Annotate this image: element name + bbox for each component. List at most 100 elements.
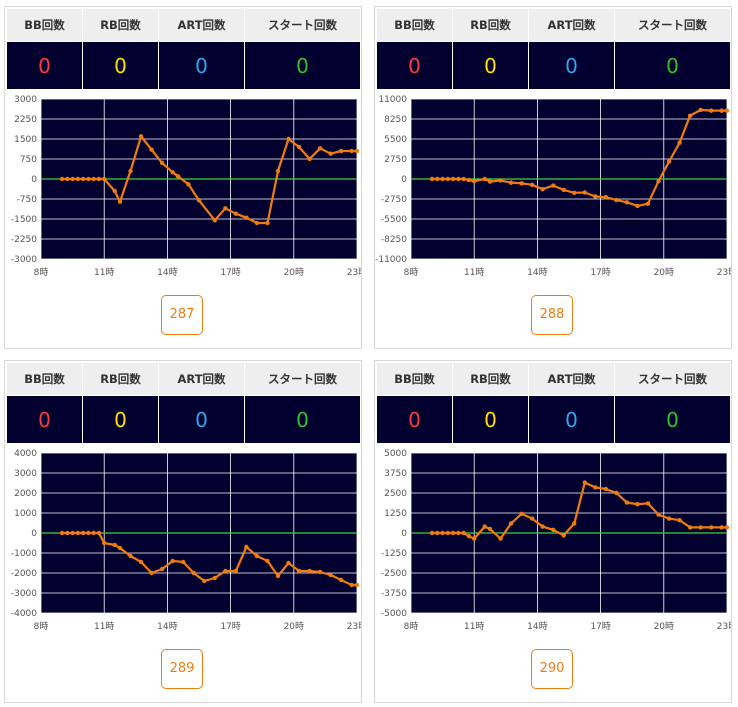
- art-header: ART回数: [158, 8, 245, 42]
- data-point: [254, 553, 260, 559]
- rb-count: 0: [452, 395, 529, 444]
- x-tick-label: 23時: [347, 621, 361, 632]
- data-point: [170, 170, 175, 175]
- machine-number-button[interactable]: 288: [531, 295, 573, 335]
- data-point: [687, 525, 693, 530]
- x-tick-label: 20時: [284, 267, 304, 278]
- data-point: [212, 218, 217, 223]
- data-point: [450, 530, 456, 536]
- data-point: [551, 527, 556, 532]
- data-point: [498, 536, 503, 541]
- rb-count: 0: [452, 41, 529, 90]
- y-tick-label: 0: [31, 175, 37, 185]
- data-point: [233, 568, 239, 574]
- stats-table: BB回数 RB回数 ART回数 スタート回数 0 0 0 0: [6, 362, 361, 444]
- data-point: [102, 176, 107, 182]
- y-tick-label: -2000: [11, 569, 37, 579]
- start-count: 0: [614, 41, 731, 90]
- data-point: [603, 194, 609, 200]
- data-point: [91, 176, 96, 182]
- data-point: [286, 560, 291, 566]
- data-point: [445, 530, 451, 536]
- data-point: [614, 197, 619, 203]
- data-point: [450, 176, 456, 182]
- data-point: [724, 525, 730, 530]
- data-point: [551, 183, 556, 188]
- data-point: [96, 530, 102, 536]
- data-point: [635, 502, 640, 507]
- data-point: [328, 151, 333, 156]
- x-tick-label: 23時: [717, 267, 731, 278]
- data-point: [519, 511, 524, 516]
- bb-count: 0: [376, 395, 453, 444]
- data-point: [487, 179, 493, 184]
- data-point: [709, 108, 714, 113]
- machine-number-button[interactable]: 287: [161, 295, 203, 335]
- series-line: [432, 481, 727, 540]
- machine-number-button[interactable]: 290: [531, 649, 573, 689]
- data-point: [186, 182, 191, 187]
- art-header: ART回数: [528, 362, 615, 396]
- data-point: [461, 176, 466, 182]
- data-point: [429, 530, 435, 536]
- data-point: [666, 159, 672, 164]
- x-tick-label: 11時: [94, 267, 114, 278]
- data-point: [624, 500, 630, 505]
- art-count: 0: [158, 395, 245, 444]
- data-point: [181, 559, 186, 565]
- data-point: [466, 177, 472, 183]
- data-point: [307, 568, 312, 574]
- data-point: [603, 486, 609, 492]
- series-line: [62, 135, 357, 225]
- y-tick-label: 0: [401, 529, 407, 539]
- data-point: [472, 536, 477, 541]
- start-header: スタート回数: [614, 8, 731, 42]
- machine-card-288: BB回数 RB回数 ART回数 スタート回数 0 0 0 0 11000 8250…: [374, 6, 732, 349]
- series-line: [432, 108, 727, 208]
- data-point: [472, 178, 477, 184]
- data-point: [275, 573, 281, 579]
- data-point: [75, 530, 81, 536]
- y-tick-label: 11000: [378, 95, 407, 105]
- machine-number-button[interactable]: 289: [161, 649, 203, 689]
- data-point: [117, 545, 123, 551]
- data-point: [112, 188, 117, 194]
- data-point: [572, 521, 577, 526]
- y-tick-label: -1500: [11, 215, 37, 225]
- data-point: [286, 136, 291, 142]
- machine-card-287: BB回数 RB回数 ART回数 スタート回数 0 0 0 0 3000 2250 1…: [4, 6, 362, 349]
- data-point: [656, 512, 661, 517]
- data-point: [487, 526, 493, 532]
- art-count: 0: [528, 395, 615, 444]
- x-tick-label: 11時: [464, 267, 484, 278]
- art-count: 0: [158, 41, 245, 90]
- data-point: [349, 582, 354, 588]
- y-tick-label: -5500: [381, 215, 407, 225]
- y-tick-label: -8250: [381, 235, 407, 245]
- data-point: [719, 525, 724, 530]
- data-point: [677, 518, 682, 523]
- data-point: [349, 148, 354, 154]
- data-point: [159, 160, 165, 166]
- y-tick-label: 3000: [14, 469, 37, 479]
- data-point: [593, 485, 598, 490]
- payout-chart: 5000 3750 2500 1250 0 -1250 -2500 -3750 -5000 8時 1…: [381, 449, 731, 632]
- y-tick-label: 5500: [384, 135, 407, 145]
- rb-header: RB回数: [82, 362, 159, 396]
- x-tick-label: 8時: [404, 267, 419, 278]
- data-point: [645, 501, 651, 506]
- data-point: [149, 147, 154, 152]
- payout-chart: 11000 8250 5500 2750 0 -2750 -5500 -8250 -11000 8…: [375, 95, 731, 278]
- data-point: [435, 530, 440, 536]
- y-tick-label: 0: [401, 175, 407, 185]
- x-tick-label: 8時: [34, 267, 49, 278]
- x-tick-label: 14時: [157, 267, 177, 278]
- bb-count: 0: [6, 41, 83, 90]
- data-point: [265, 220, 270, 226]
- data-point: [482, 176, 487, 182]
- data-point: [65, 530, 70, 536]
- x-tick-label: 17時: [590, 621, 610, 632]
- data-point: [687, 113, 693, 118]
- x-tick-label: 23時: [717, 621, 731, 632]
- data-point: [96, 176, 102, 182]
